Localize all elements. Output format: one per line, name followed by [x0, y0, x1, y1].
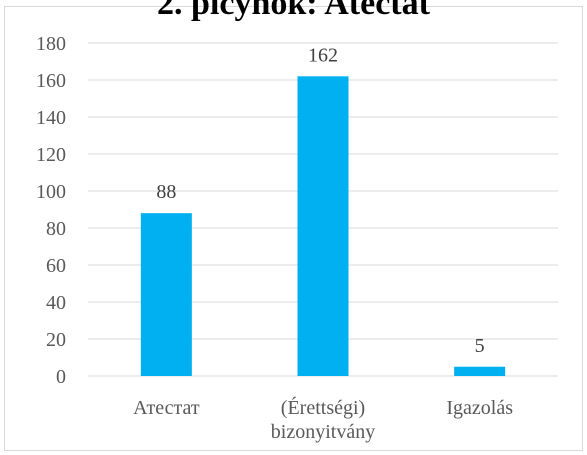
category-label: (Érettségi) bizonyitvány	[271, 396, 375, 443]
y-tick-label: 180	[36, 33, 66, 55]
y-tick-label: 60	[46, 255, 66, 277]
bar	[297, 76, 349, 377]
category-label: Атестат	[133, 397, 200, 419]
bar	[454, 366, 506, 376]
y-tick-label: 160	[36, 70, 66, 92]
y-tick-label: 20	[46, 329, 66, 351]
data-label: 162	[308, 44, 338, 66]
y-tick-label: 0	[56, 366, 66, 388]
category-label: Igazolás	[446, 397, 513, 419]
bar	[140, 213, 192, 376]
y-tick-label: 80	[46, 218, 66, 240]
y-tick-label: 40	[46, 292, 66, 314]
y-tick-label: 100	[36, 181, 66, 203]
y-tick-label: 140	[36, 107, 66, 129]
data-label: 88	[156, 181, 176, 203]
chart-title: 2. plćynok: Atectat	[157, 0, 430, 22]
y-tick-label: 120	[36, 144, 66, 166]
data-label: 5	[475, 335, 485, 357]
